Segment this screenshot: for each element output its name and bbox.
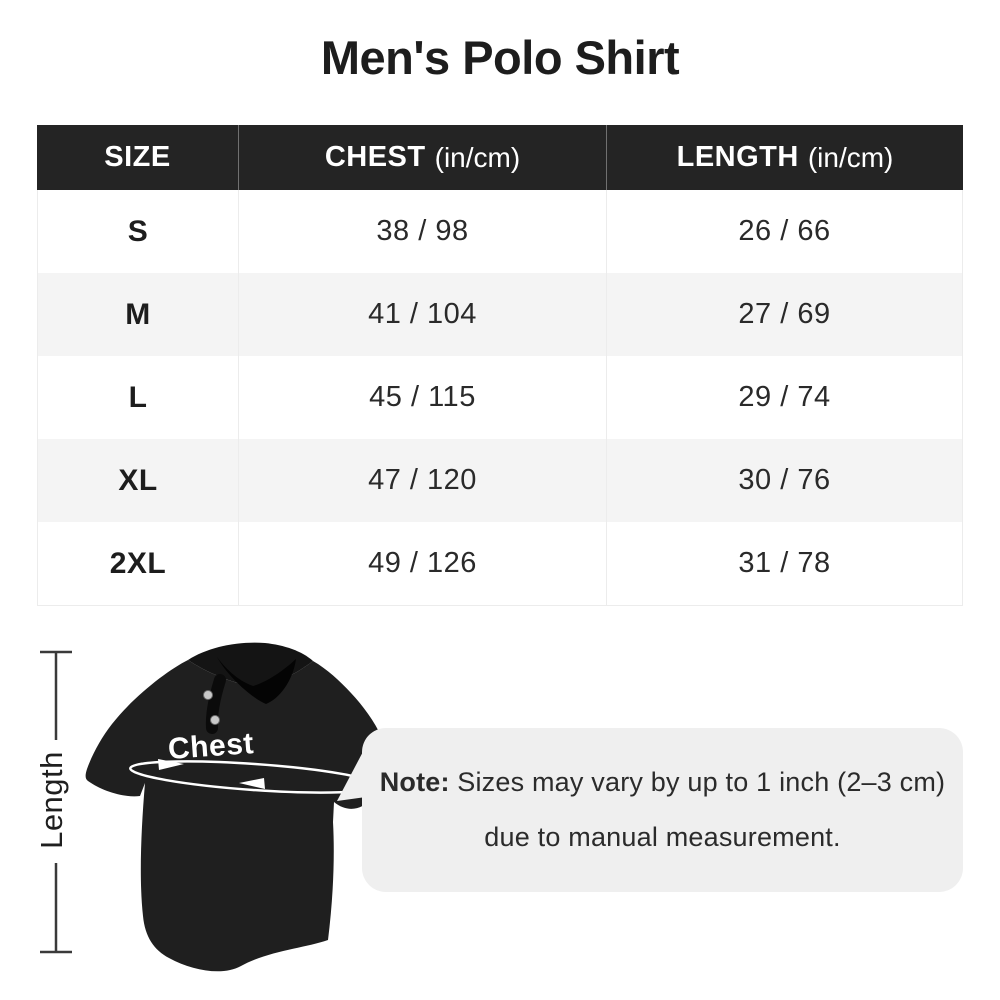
- cell-size: M: [125, 297, 151, 331]
- cell-length: 27 / 69: [606, 273, 962, 356]
- header-cell-size: SIZE: [37, 125, 238, 190]
- cell-size: S: [127, 214, 149, 248]
- note-text: Sizes may vary by up to 1 inch (2–3 cm): [457, 767, 946, 797]
- cell-chest: 38 / 98: [238, 190, 606, 273]
- table-row: M 41 / 104 27 / 69: [38, 273, 962, 356]
- header-label: SIZE: [104, 141, 171, 173]
- note-bubble-tail: [337, 746, 366, 801]
- cell-length: 30 / 76: [606, 439, 962, 522]
- cell-chest: 49 / 126: [238, 522, 606, 605]
- cell-chest: 41 / 104: [238, 273, 606, 356]
- note-line-1: Note: Sizes may vary by up to 1 inch (2–3…: [380, 767, 946, 798]
- table-row: 2XL 49 / 126 31 / 78: [38, 522, 962, 605]
- header-cell-length: LENGTH (in/cm): [606, 125, 963, 190]
- size-table-header: SIZE CHEST (in/cm) LENGTH (in/cm): [37, 125, 963, 190]
- cell-chest: 45 / 115: [238, 356, 606, 439]
- cell-size: 2XL: [109, 546, 167, 580]
- size-table-body: S 38 / 98 26 / 66 M 41 / 104 27 / 69 L 4…: [37, 190, 963, 606]
- table-row: S 38 / 98 26 / 66: [38, 190, 962, 273]
- cell-size: XL: [118, 463, 158, 497]
- size-table: SIZE CHEST (in/cm) LENGTH (in/cm) S 38 /…: [37, 125, 963, 606]
- cell-length: 31 / 78: [606, 522, 962, 605]
- cell-size: L: [128, 380, 148, 414]
- length-label: Length: [34, 751, 69, 849]
- table-row: L 45 / 115 29 / 74: [38, 356, 962, 439]
- polo-shirt-illustration: Chest: [70, 638, 410, 983]
- arrow-right-icon: [158, 759, 184, 770]
- header-label: LENGTH: [676, 141, 799, 173]
- cell-length: 29 / 74: [606, 356, 962, 439]
- button-icon: [210, 715, 220, 725]
- cell-chest: 47 / 120: [238, 439, 606, 522]
- header-label: CHEST: [324, 141, 426, 173]
- page-title: Men's Polo Shirt: [320, 31, 680, 84]
- table-row: XL 47 / 120 30 / 76: [38, 439, 962, 522]
- arrow-left-icon: [239, 778, 265, 789]
- header-unit: (in/cm): [807, 141, 894, 173]
- cell-length: 26 / 66: [606, 190, 962, 273]
- note-prefix: Note:: [379, 767, 450, 797]
- note-line-2: due to manual measurement.: [484, 822, 841, 852]
- button-icon: [203, 690, 213, 700]
- note-bubble: Note: Sizes may vary by up to 1 inch (2–3…: [362, 728, 963, 892]
- header-unit: (in/cm): [434, 141, 521, 173]
- length-dimension-line: [40, 650, 72, 954]
- polo-shirt-icon: [85, 642, 391, 972]
- header-cell-chest: CHEST (in/cm): [238, 125, 606, 190]
